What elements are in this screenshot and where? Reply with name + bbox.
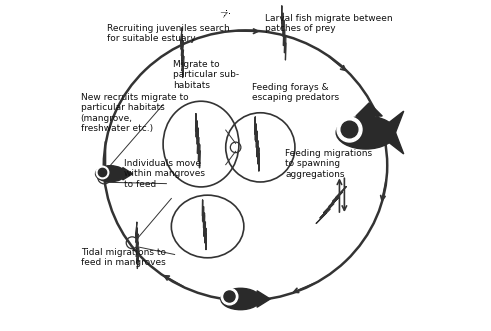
- Text: Feeding forays &
escaping predators: Feeding forays & escaping predators: [252, 83, 339, 103]
- Text: Tidal migrations to
feed in mangroves: Tidal migrations to feed in mangroves: [81, 248, 165, 267]
- Text: Migrate to
particular sub-
habitats: Migrate to particular sub- habitats: [173, 60, 239, 90]
- Ellipse shape: [221, 288, 260, 310]
- Ellipse shape: [96, 166, 125, 182]
- Text: Individuals move
within mangroves
to feed: Individuals move within mangroves to fee…: [124, 159, 205, 189]
- Polygon shape: [362, 136, 376, 144]
- Text: Feeding migrations
to spawning
aggregations: Feeding migrations to spawning aggregati…: [285, 149, 372, 179]
- Ellipse shape: [336, 116, 395, 149]
- Polygon shape: [356, 103, 382, 116]
- Polygon shape: [123, 167, 133, 180]
- Text: Larval fish migrate between
patches of prey: Larval fish migrate between patches of p…: [265, 14, 393, 33]
- Polygon shape: [257, 291, 270, 307]
- Text: New recruits migrate to
particular habitats
(mangrove,
freshwater etc.): New recruits migrate to particular habit…: [81, 93, 189, 133]
- Text: Recruiting juveniles search
for suitable estuary: Recruiting juveniles search for suitable…: [107, 24, 230, 43]
- Polygon shape: [389, 111, 404, 154]
